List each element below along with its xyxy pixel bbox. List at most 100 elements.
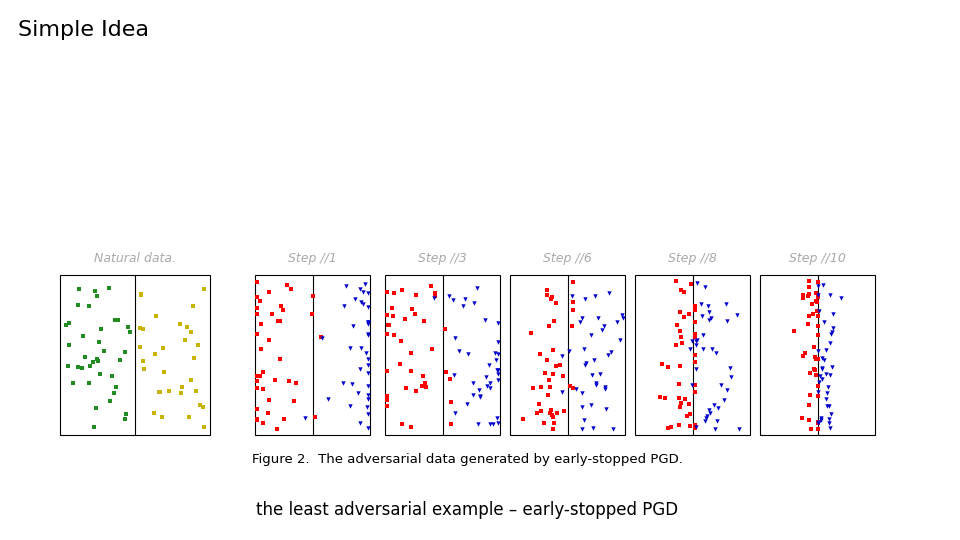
Point [658,394,673,402]
Point [117,415,132,424]
Point [444,398,459,407]
Point [70,301,85,309]
Point [807,353,823,361]
Point [825,363,840,372]
Point [443,375,458,383]
Point [687,351,703,360]
Point [360,318,375,327]
Point [483,379,498,388]
Point [696,331,711,340]
Point [360,355,375,364]
Point [261,336,276,345]
Point [824,410,839,419]
Point [360,330,375,339]
Point [85,357,101,366]
Point [687,332,703,341]
Point [809,298,825,307]
Point [516,415,531,424]
Point [541,321,557,330]
Point [146,408,161,417]
Point [286,396,301,405]
Point [385,312,400,321]
Point [568,384,584,393]
Point [250,330,265,339]
Point [585,371,600,380]
Bar [60,275,210,435]
Point [548,362,564,371]
Point [684,336,700,345]
Point [190,341,205,349]
Point [699,412,714,421]
Point [809,307,825,315]
Point [270,316,285,325]
Point [810,321,826,330]
Point [676,313,691,321]
Point [252,372,268,381]
Point [147,349,162,358]
Point [687,421,703,429]
Point [671,394,686,402]
Point [695,345,710,354]
Point [250,293,265,301]
Point [392,360,407,369]
Point [671,421,686,430]
Point [674,338,689,347]
Point [355,288,371,296]
Point [269,425,284,434]
Point [682,310,697,319]
Point [819,369,834,378]
Point [588,292,603,300]
Point [82,301,97,310]
Point [264,309,279,318]
Point [578,294,593,303]
Point [689,279,705,287]
Point [380,321,396,329]
Point [583,400,598,409]
Point [713,381,729,389]
Point [426,294,442,302]
Point [352,418,368,427]
Point [597,382,612,391]
Point [71,363,86,372]
Point [360,403,375,411]
Point [821,402,836,411]
Point [810,418,826,427]
Point [404,423,420,431]
Point [543,406,559,415]
Point [603,347,618,356]
Point [379,329,395,338]
Point [479,381,494,390]
Point [252,296,268,305]
Point [811,377,827,386]
Point [58,321,73,329]
Point [615,314,631,322]
Point [562,346,577,355]
Point [579,359,594,367]
Point [610,318,625,327]
Point [395,286,410,295]
Point [688,340,704,349]
Point [307,413,323,421]
Point [822,418,837,427]
Point [156,344,171,353]
Point [360,320,375,328]
Point [288,379,303,388]
Point [821,414,836,423]
Point [701,316,716,325]
Point [457,295,472,303]
Point [76,332,91,340]
Point [575,403,590,411]
Point [423,282,439,291]
Point [397,383,413,392]
Point [706,400,721,409]
Point [250,383,265,392]
Point [379,401,395,410]
Point [345,322,360,330]
Text: Step //6: Step //6 [543,252,592,265]
Point [815,363,830,372]
Point [153,387,168,396]
Point [598,404,613,413]
Point [718,299,733,308]
Point [590,314,606,322]
Point [342,344,357,353]
